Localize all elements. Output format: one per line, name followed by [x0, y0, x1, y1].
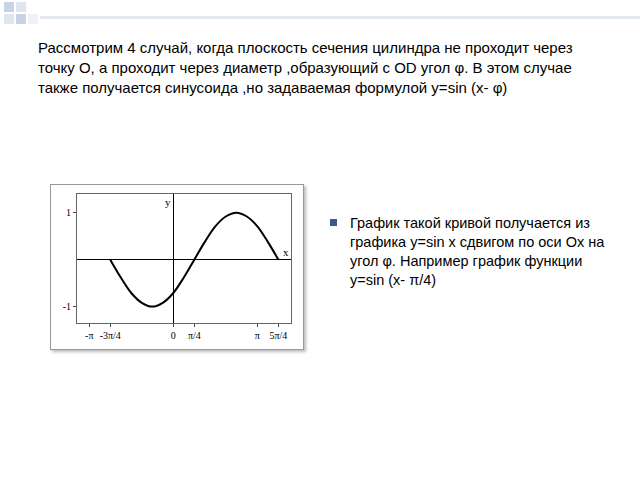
svg-text:π: π — [255, 330, 260, 341]
svg-text:1: 1 — [66, 207, 71, 218]
svg-text:-1: -1 — [63, 301, 71, 312]
svg-text:5π/4: 5π/4 — [269, 330, 287, 341]
svg-text:y: y — [165, 196, 171, 208]
svg-text:x: x — [283, 246, 289, 258]
svg-text:-π: -π — [85, 330, 93, 341]
html-text:График такой кривой получается: График такой кривой получается из график… — [350, 215, 605, 288]
html-text:Рассмотрим 4 случай, когда пло: Рассмотрим 4 случай, когда плоскость сеч… — [38, 39, 573, 96]
svg-text:0: 0 — [171, 330, 176, 341]
svg-text:π/4: π/4 — [188, 330, 201, 341]
svg-text:-3π/4: -3π/4 — [100, 330, 121, 341]
